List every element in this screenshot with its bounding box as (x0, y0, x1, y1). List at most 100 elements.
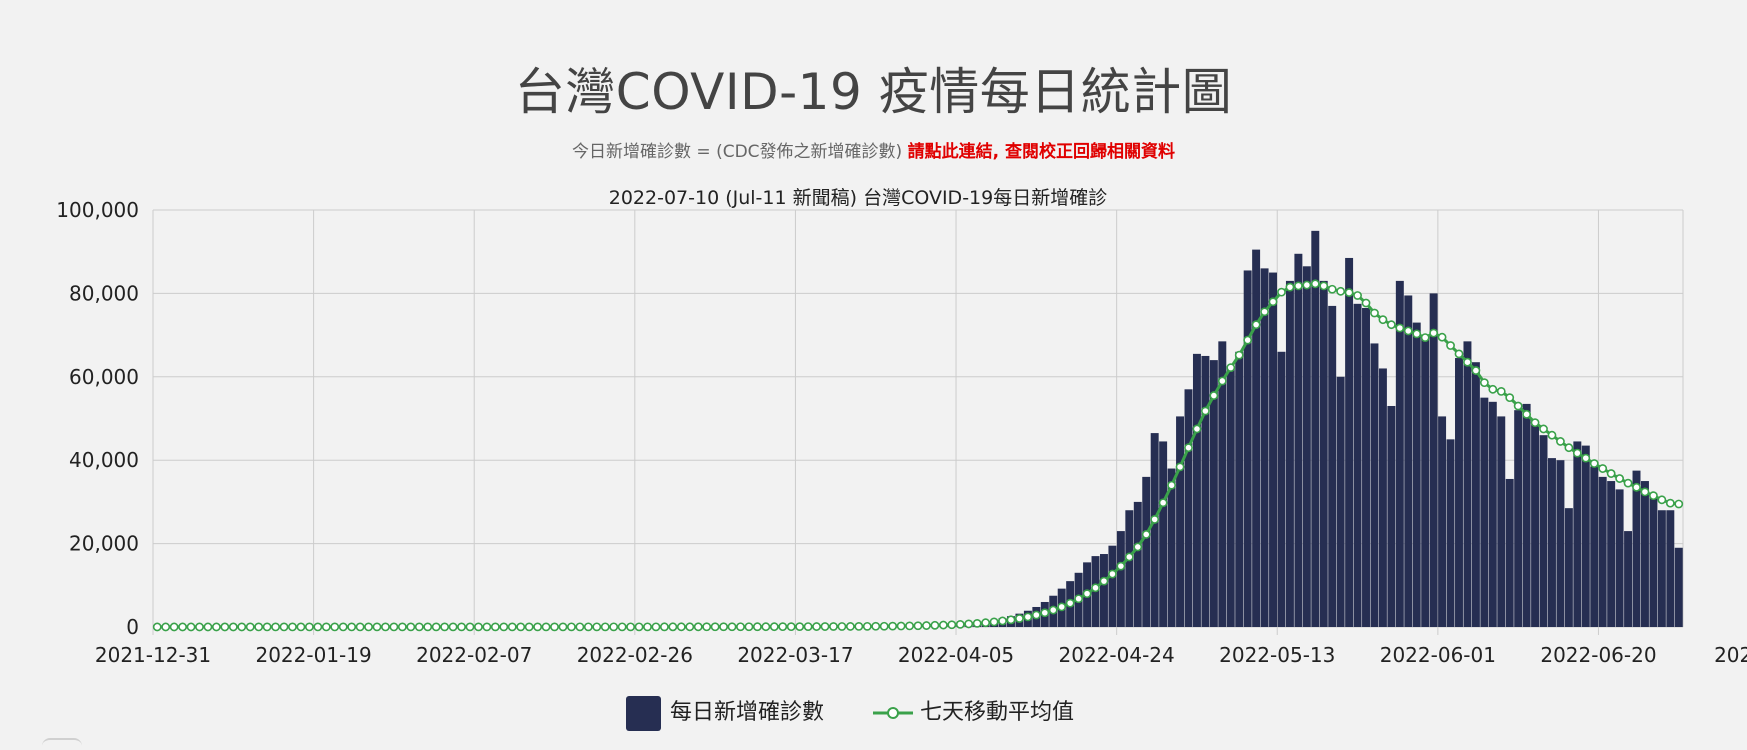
daily-bar (1108, 546, 1116, 627)
moving-average-point (914, 622, 921, 629)
moving-average-point (745, 623, 752, 630)
x-tick-label: 2022-05-13 (1219, 643, 1335, 667)
daily-bar (1345, 258, 1353, 627)
moving-average-point (948, 621, 955, 628)
moving-average-point (272, 623, 279, 630)
moving-average-point (602, 623, 609, 630)
moving-average-point (399, 623, 406, 630)
legend-bar-label[interactable]: 每日新增確診數 (670, 700, 824, 725)
moving-average-point (179, 623, 186, 630)
moving-average-point (788, 623, 795, 630)
moving-average-point (1193, 425, 1200, 432)
moving-average-point (1515, 402, 1522, 409)
daily-bar (1565, 508, 1573, 627)
moving-average-point (855, 623, 862, 630)
moving-average-point (314, 623, 321, 630)
daily-bar (1354, 304, 1362, 627)
bar-series (153, 231, 1683, 627)
daily-bar (1261, 268, 1269, 627)
moving-average-point (1067, 600, 1074, 607)
moving-average-point (728, 623, 735, 630)
daily-bar (1616, 489, 1624, 627)
moving-average-point (534, 623, 541, 630)
moving-average-point (1641, 488, 1648, 495)
moving-average-point (830, 623, 837, 630)
daily-bar (1548, 458, 1556, 627)
moving-average-point (1633, 484, 1640, 491)
moving-average-point (779, 623, 786, 630)
daily-bar (1421, 337, 1429, 627)
daily-bar (1278, 352, 1286, 627)
legend-line-marker (888, 708, 898, 718)
daily-bar (1235, 352, 1243, 627)
corner-icon (42, 738, 82, 750)
moving-average-point (661, 623, 668, 630)
moving-average-point (1413, 330, 1420, 337)
moving-average-point (1405, 327, 1412, 334)
daily-bar (1447, 439, 1455, 627)
moving-average-point (1303, 281, 1310, 288)
moving-average-point (1388, 321, 1395, 328)
moving-average-point (424, 623, 431, 630)
legend-line-label[interactable]: 七天移動平均值 (920, 700, 1074, 725)
moving-average-point (821, 623, 828, 630)
moving-average-point (1253, 321, 1260, 328)
daily-bar (1244, 270, 1252, 627)
moving-average-point (847, 623, 854, 630)
x-tick-label: 2022-06-20 (1540, 643, 1656, 667)
moving-average-point (356, 623, 363, 630)
y-tick-label: 0 (126, 615, 139, 639)
daily-bar (1582, 446, 1590, 627)
moving-average-point (796, 623, 803, 630)
moving-average-point (1024, 613, 1031, 620)
daily-bar (1675, 548, 1683, 627)
y-tick-label: 100,000 (56, 198, 139, 222)
daily-bar (1311, 231, 1319, 627)
moving-average-point (187, 623, 194, 630)
moving-average-point (255, 623, 262, 630)
daily-bar (1666, 510, 1674, 627)
moving-average-point (340, 623, 347, 630)
moving-average-point (1489, 386, 1496, 393)
moving-average-point (1083, 590, 1090, 597)
moving-average-point (171, 623, 178, 630)
moving-average-point (737, 623, 744, 630)
daily-bar (1463, 341, 1471, 627)
moving-average-point (1616, 475, 1623, 482)
moving-average-point (931, 622, 938, 629)
moving-average-point (1599, 465, 1606, 472)
moving-average-point (551, 623, 558, 630)
daily-bar (1193, 354, 1201, 627)
y-tick-label: 20,000 (69, 532, 139, 556)
x-tick-label: 2022-02-07 (416, 643, 532, 667)
moving-average-point (1007, 616, 1014, 623)
moving-average-point (221, 623, 228, 630)
moving-average-point (686, 623, 693, 630)
moving-average-point (1041, 609, 1048, 616)
daily-bar (1294, 254, 1302, 627)
daily-bar (1430, 293, 1438, 627)
legend-bar-swatch[interactable] (626, 696, 661, 731)
moving-average-point (1176, 463, 1183, 470)
moving-average-point (635, 623, 642, 630)
moving-average-point (1354, 292, 1361, 299)
moving-average-point (568, 623, 575, 630)
moving-average-point (754, 623, 761, 630)
moving-average-point (881, 623, 888, 630)
moving-average-point (703, 623, 710, 630)
x-tick-label: 2022-01-19 (255, 643, 371, 667)
moving-average-point (500, 623, 507, 630)
daily-bar (1100, 554, 1108, 627)
moving-average-point (416, 623, 423, 630)
moving-average-point (1498, 388, 1505, 395)
daily-bar (1438, 416, 1446, 627)
moving-average-point (1582, 455, 1589, 462)
daily-bar (1556, 460, 1564, 627)
moving-average-point (1531, 419, 1538, 426)
moving-average-point (1624, 480, 1631, 487)
moving-average-point (1295, 282, 1302, 289)
moving-average-point (999, 617, 1006, 624)
moving-average-point (906, 622, 913, 629)
moving-average-point (1278, 289, 1285, 296)
moving-average-point (1396, 324, 1403, 331)
